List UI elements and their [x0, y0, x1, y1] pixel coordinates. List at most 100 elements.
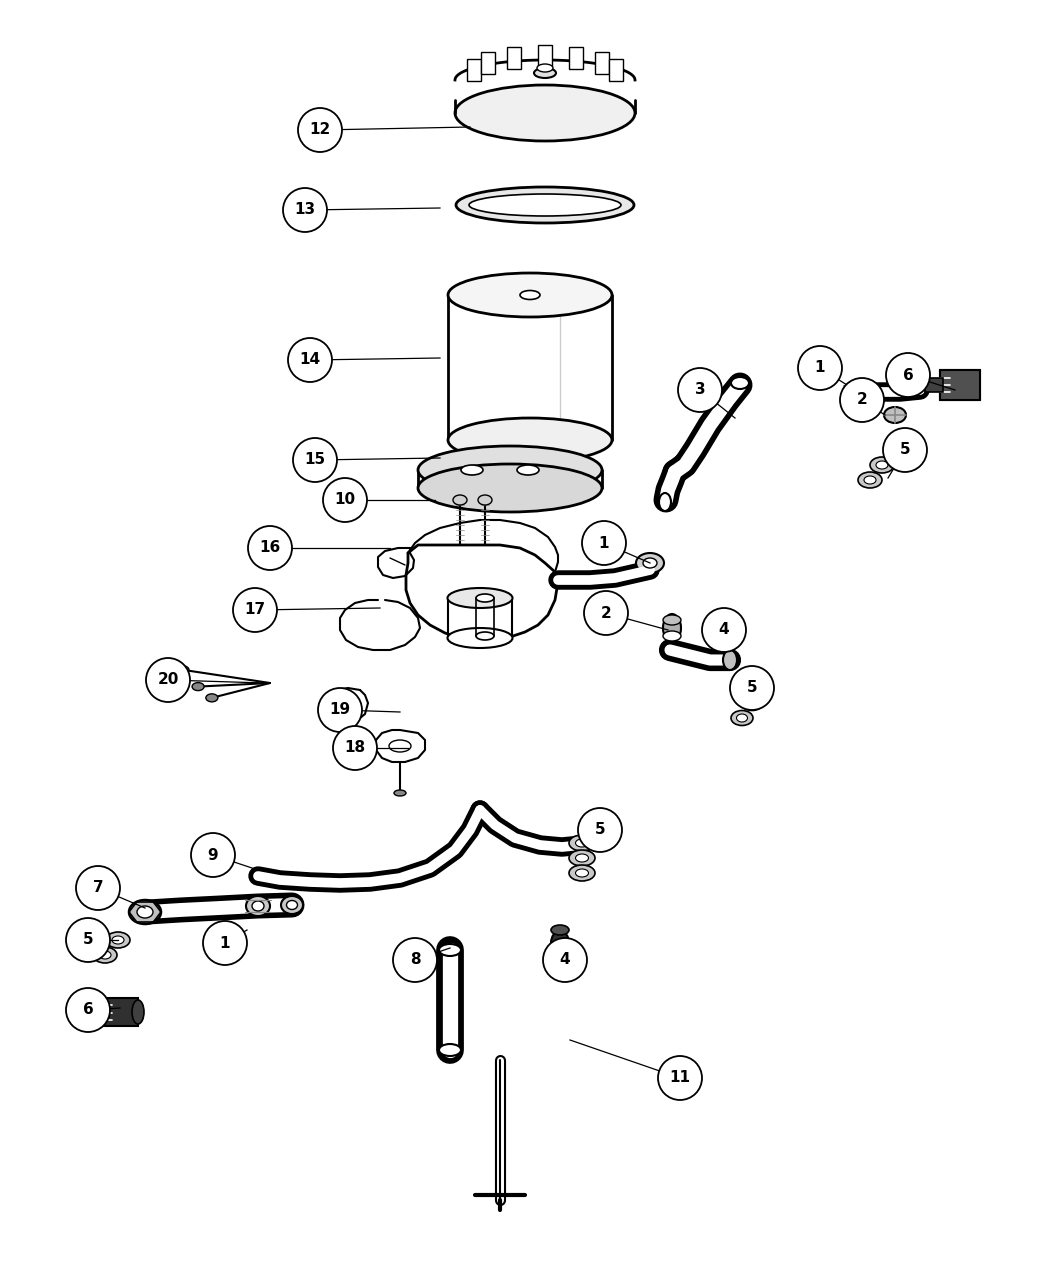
Bar: [466, 59, 481, 80]
Circle shape: [584, 592, 628, 635]
Ellipse shape: [394, 790, 406, 796]
Ellipse shape: [246, 896, 270, 915]
Ellipse shape: [575, 854, 588, 862]
Circle shape: [543, 938, 587, 982]
Circle shape: [323, 478, 367, 521]
Circle shape: [298, 108, 342, 152]
Text: 15: 15: [304, 453, 326, 468]
Ellipse shape: [99, 951, 111, 959]
Ellipse shape: [177, 666, 189, 674]
Bar: [925, 377, 943, 391]
Text: 16: 16: [259, 541, 280, 556]
Ellipse shape: [447, 629, 512, 648]
Text: 2: 2: [857, 393, 867, 408]
Bar: [506, 47, 521, 69]
Ellipse shape: [731, 377, 749, 389]
Circle shape: [678, 368, 722, 412]
Text: 9: 9: [208, 848, 218, 862]
Circle shape: [191, 833, 235, 877]
Text: 19: 19: [330, 703, 351, 718]
Ellipse shape: [461, 465, 483, 476]
Ellipse shape: [287, 900, 297, 909]
Text: 12: 12: [310, 122, 331, 138]
Circle shape: [318, 688, 362, 732]
Text: 14: 14: [299, 352, 320, 367]
Text: 1: 1: [598, 536, 609, 551]
Circle shape: [203, 921, 247, 965]
Bar: [595, 51, 609, 74]
Text: 1: 1: [219, 936, 230, 950]
Ellipse shape: [858, 472, 882, 488]
Text: 10: 10: [335, 492, 356, 507]
Circle shape: [288, 338, 332, 382]
Ellipse shape: [517, 465, 539, 476]
Ellipse shape: [643, 558, 657, 567]
Circle shape: [702, 608, 746, 652]
Circle shape: [146, 658, 190, 703]
Circle shape: [840, 377, 884, 422]
Ellipse shape: [418, 464, 602, 513]
Circle shape: [730, 666, 774, 710]
Text: 2: 2: [601, 606, 611, 621]
Circle shape: [883, 428, 927, 472]
Ellipse shape: [551, 931, 569, 955]
Circle shape: [798, 346, 842, 390]
Ellipse shape: [723, 650, 737, 669]
Ellipse shape: [659, 493, 671, 511]
Ellipse shape: [448, 418, 612, 462]
Ellipse shape: [476, 632, 494, 640]
Circle shape: [76, 866, 120, 910]
Ellipse shape: [93, 947, 117, 963]
Ellipse shape: [456, 187, 634, 223]
Ellipse shape: [850, 386, 866, 398]
Circle shape: [248, 527, 292, 570]
Ellipse shape: [332, 700, 356, 714]
Text: 5: 5: [747, 681, 757, 695]
Text: 11: 11: [670, 1071, 691, 1085]
Ellipse shape: [870, 456, 894, 473]
Text: 5: 5: [900, 442, 910, 458]
Bar: [98, 998, 138, 1026]
Text: 4: 4: [718, 622, 730, 638]
Ellipse shape: [439, 1044, 461, 1056]
Ellipse shape: [476, 594, 494, 602]
Text: 18: 18: [344, 741, 365, 756]
Ellipse shape: [843, 381, 873, 403]
Ellipse shape: [418, 446, 602, 493]
Circle shape: [293, 439, 337, 482]
Ellipse shape: [551, 924, 569, 935]
Circle shape: [658, 1056, 702, 1100]
Circle shape: [886, 353, 930, 397]
Circle shape: [393, 938, 437, 982]
Ellipse shape: [106, 932, 130, 949]
Ellipse shape: [129, 900, 161, 924]
Circle shape: [233, 588, 277, 632]
Text: 20: 20: [158, 672, 179, 687]
Ellipse shape: [741, 695, 763, 710]
Ellipse shape: [281, 896, 303, 914]
Ellipse shape: [439, 944, 461, 956]
Circle shape: [284, 187, 327, 232]
Text: 6: 6: [83, 1002, 93, 1017]
Ellipse shape: [132, 1000, 144, 1024]
Circle shape: [66, 988, 110, 1031]
Ellipse shape: [663, 615, 681, 643]
Ellipse shape: [534, 68, 557, 78]
Text: 13: 13: [294, 203, 316, 218]
Ellipse shape: [864, 476, 876, 484]
Ellipse shape: [455, 85, 635, 142]
Text: 7: 7: [92, 881, 103, 895]
Ellipse shape: [894, 446, 906, 454]
Ellipse shape: [206, 694, 217, 701]
Bar: [481, 51, 496, 74]
Ellipse shape: [112, 936, 124, 944]
Ellipse shape: [136, 907, 153, 918]
Text: 5: 5: [594, 822, 605, 838]
Ellipse shape: [876, 462, 888, 469]
Ellipse shape: [731, 710, 753, 725]
Ellipse shape: [453, 495, 467, 505]
Text: 6: 6: [903, 367, 914, 382]
Text: 5: 5: [83, 932, 93, 947]
Ellipse shape: [569, 864, 595, 881]
Ellipse shape: [884, 407, 906, 423]
